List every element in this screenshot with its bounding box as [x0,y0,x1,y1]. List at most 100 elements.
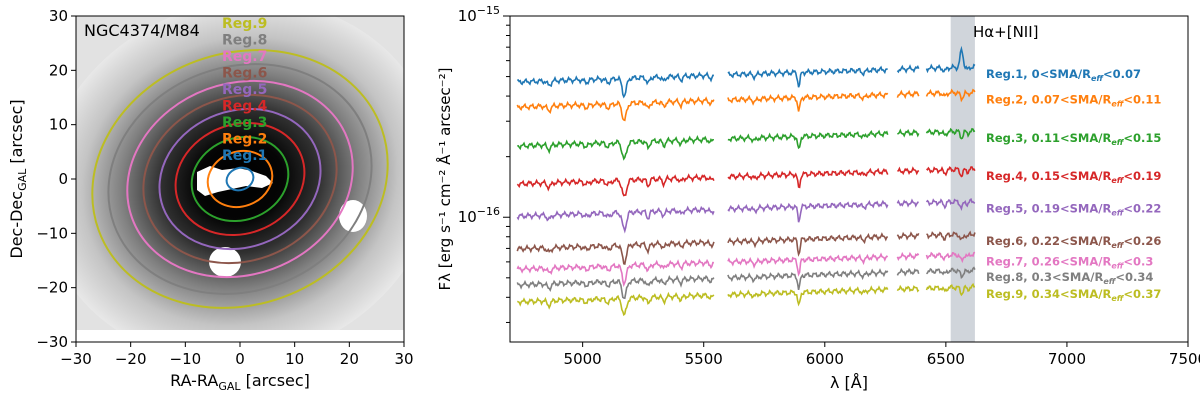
region-legend-label: Reg.9 [222,16,267,32]
spectrum-line-5 [925,197,976,212]
spectrum-line-9 [727,285,889,307]
spectrum-line-3 [925,127,976,140]
spectrum-line-4 [926,165,976,178]
y-axis-ticks-right: 10−15 10−16 [458,4,510,323]
spectrum-line-4 [516,173,715,197]
spectra-lines [516,45,976,317]
spectrum-line-5 [896,198,919,208]
galaxy-image-panel: NGC4374/M84 Reg.9Reg.8Reg.7Reg.6Reg.5Reg… [7,7,414,393]
region-legend-label: Reg.7 [222,49,267,65]
spectrum-line-6 [926,230,976,241]
series-label: Reg.2, 0.07<SMA/Reff<0.11 [986,92,1161,108]
spectrum-line-2 [516,96,715,122]
spectrum-line-2 [727,90,889,112]
x-tick-label: 30 [394,350,413,368]
masked-strip [76,330,404,342]
series-label: Reg.9, 0.34<SMA/Reff<0.37 [986,287,1161,303]
y-tick-label: −20 [36,279,68,297]
region-ellipse-reg4 [174,121,306,237]
y-tick-label: 10−15 [458,4,500,25]
series-label: Reg.8, 0.3<SMA/Reff<0.34 [986,270,1153,286]
spectrum-line-1 [896,64,920,74]
x-tick-label: 10 [285,350,304,368]
halpha-annotation: Hα+[NII] [973,23,1039,41]
region-ellipse-reg3 [190,135,290,223]
x-tick-label: 7000 [1048,350,1086,368]
spectrum-line-6 [727,232,889,257]
region-ellipse-reg5 [158,107,322,251]
plot-frame-right [509,15,1189,343]
spectrum-line-3 [727,129,889,150]
region-ellipse-reg2 [206,149,274,209]
y-axis-label: Dec-DecGAL [arcsec] [7,99,29,258]
spectrum-line-4 [727,167,889,189]
masked-dust-lane [197,166,273,196]
y-tick-label: −30 [36,333,68,351]
spectrum-line-8 [727,268,889,291]
x-tick-label: 5500 [685,350,723,368]
series-label: Reg.3, 0.11<SMA/Reff<0.15 [986,131,1161,147]
region-ellipse-reg1 [225,166,255,192]
y-tick-label: 10 [49,116,68,134]
spectrum-line-7 [925,251,976,264]
region-legend-label: Reg.5 [222,82,267,98]
spectrum-line-3 [896,128,920,138]
spectrum-line-5 [727,199,889,223]
x-tick-label: −20 [115,350,147,368]
spectrum-line-6 [516,238,715,266]
spectra-panel: Hα+[NII] Reg.1, 0<SMA/Reff<0.07 Reg.2, 0.… [435,4,1200,392]
y-axis-ticks: 30 20 10 0 −10 −20 −30 [36,7,76,351]
masked-source-1 [209,247,241,277]
masked-source-2 [339,200,367,232]
series-labels: Reg.1, 0<SMA/Reff<0.07 Reg.2, 0.07<SMA/Re… [986,67,1161,303]
region-legend-label: Reg.2 [222,132,267,148]
spectrum-line-7 [896,251,920,262]
spectrum-line-6 [896,231,920,241]
region-legend-label: Reg.8 [222,33,267,49]
spectrum-line-2 [925,88,976,103]
series-label: Reg.5, 0.19<SMA/Reff<0.22 [986,201,1161,217]
series-label: Reg.4, 0.15<SMA/Reff<0.19 [986,169,1161,185]
spectrum-line-9 [896,284,920,293]
galaxy-name: NGC4374/M84 [84,21,200,40]
y-tick-label: 30 [49,7,68,25]
spectrum-line-9 [516,291,715,317]
x-tick-label: 5000 [564,350,602,368]
spectrum-line-5 [516,205,715,234]
region-legend-label: Reg.6 [222,66,267,82]
series-label: Reg.7, 0.26<SMA/Reff<0.3 [986,254,1153,270]
spectrum-line-1 [727,65,888,88]
spectrum-line-9 [925,282,976,297]
x-axis-ticks: −30 −20 −10 0 10 20 30 [60,342,414,368]
spectrum-line-2 [896,89,920,100]
region-legend-label: Reg.4 [222,99,268,115]
spectrum-line-8 [516,274,715,300]
x-tick-label: 0 [235,350,245,368]
x-tick-label: −10 [170,350,202,368]
y-axis-label-right: Fλ [erg s⁻¹ cm⁻² Å⁻¹ arcsec⁻²] [435,68,454,291]
region-legend-label: Reg.3 [222,115,267,131]
region-legend: Reg.9Reg.8Reg.7Reg.6Reg.5Reg.4Reg.3Reg.2… [222,16,268,164]
series-label: Reg.1, 0<SMA/Reff<0.07 [986,67,1141,83]
y-tick-label: 10−16 [458,205,500,226]
x-axis-label-right: λ [Å] [830,373,868,392]
spectrum-line-8 [925,266,976,280]
series-label: Reg.6, 0.22<SMA/Reff<0.26 [986,234,1161,250]
spectrum-line-1 [516,71,714,99]
x-tick-label: 20 [340,350,359,368]
region-ellipse-reg8 [107,63,373,295]
x-axis-label: RA-RAGAL [arcsec] [170,371,310,393]
spectrum-line-4 [897,166,920,176]
region-ellipses [91,49,389,309]
spectrum-line-1 [925,45,976,74]
spectrum-line-8 [896,267,920,277]
spectrum-line-3 [517,134,715,161]
x-tick-label: 6000 [806,350,844,368]
region-ellipse-reg9 [91,49,389,309]
spectrum-line-7 [516,258,714,288]
y-tick-label: 0 [58,170,68,188]
spectrum-line-7 [727,252,889,277]
